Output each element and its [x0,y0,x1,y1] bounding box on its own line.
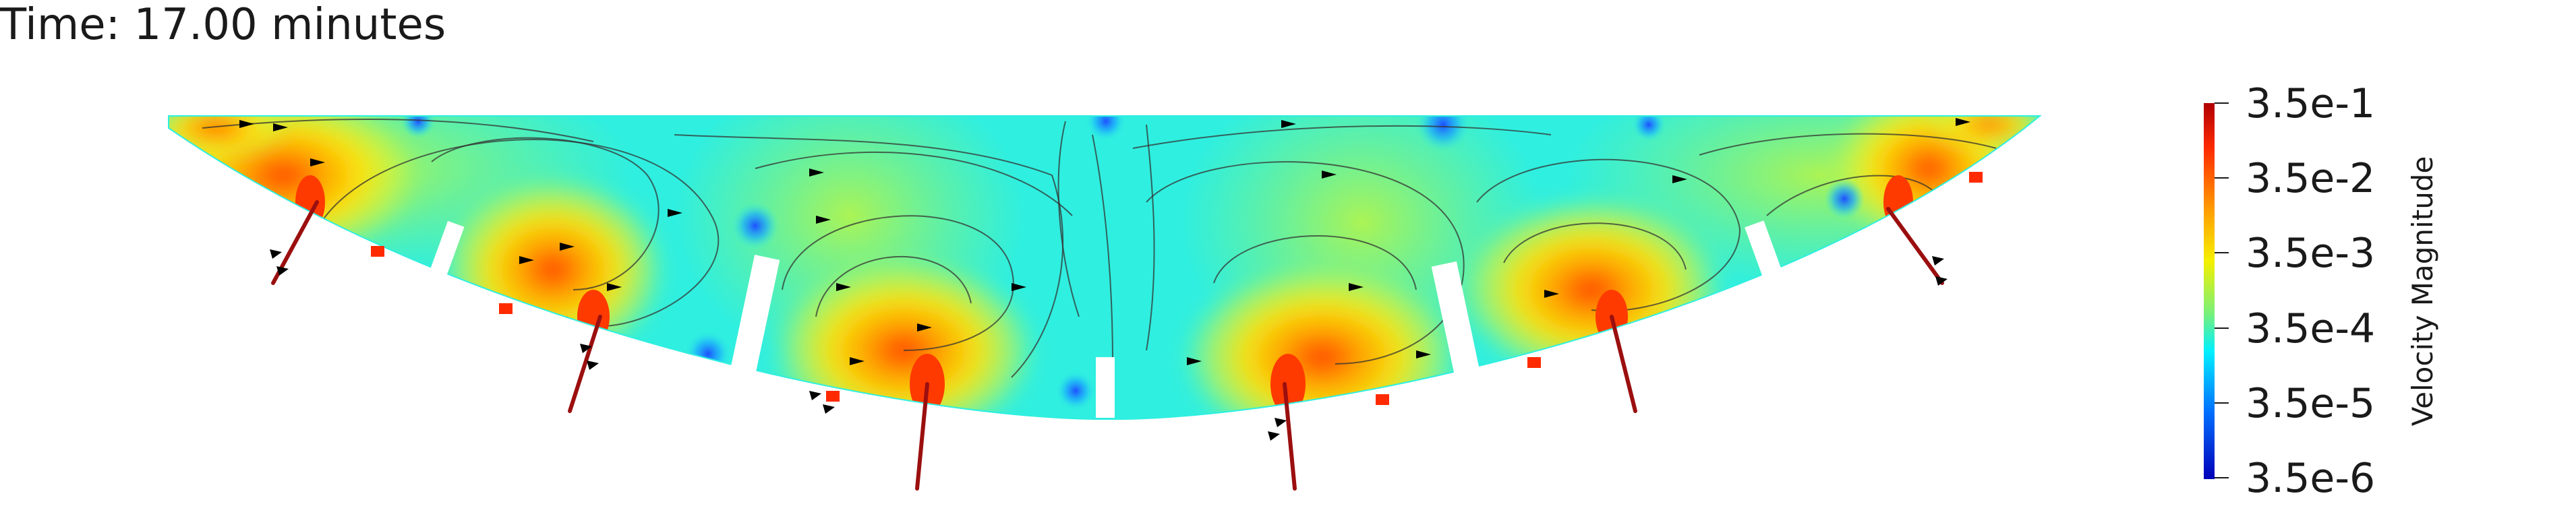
nozzle-tip [1376,394,1389,405]
gap-5 [1745,220,1782,278]
streamline [674,134,1064,378]
flow-arrow [1416,350,1431,358]
flow-arrow [1672,175,1687,183]
colorbar: 3.5e-1 3.5e-2 3.5e-3 3.5e-4 3.5e-5 3.5e-… [2204,80,2439,502]
streamline [1092,134,1113,365]
blue-spot [1055,371,1096,411]
streamline [1766,175,1943,216]
colorbar-tick-4: 3.5e-5 [2246,380,2375,427]
colorbar-tick-3: 3.5e-4 [2246,305,2375,352]
flow-arrow [273,123,288,131]
flow-arrow [560,243,575,251]
flow-arrow [850,357,865,365]
streamline [1146,124,1155,351]
flow-arrow [917,323,932,332]
hot-region-1 [169,116,425,263]
low-velocity-spots [401,116,1865,411]
gap-1 [430,220,465,277]
nozzle [1886,207,1944,285]
jet-core [295,175,325,229]
colorbar-tick-2: 3.5e-3 [2246,230,2375,277]
blue-spot [401,116,435,138]
nozzle-tip [499,303,513,314]
nozzle-tip [371,246,384,257]
flow-arrow [607,283,622,291]
streamline [815,255,972,317]
colorbar-tick-0: 3.5e-1 [2246,80,2375,127]
colorbar-gradient [2204,103,2215,479]
jet-core [1270,354,1306,414]
streamline [1699,133,1997,156]
flow-arrow [1956,118,1970,126]
colorbar-ticks [2215,102,2229,478]
flow-arrow [519,256,534,264]
gaps [430,220,1782,418]
nozzle [915,382,929,491]
blue-spot [1824,179,1865,219]
streamline [1476,158,1741,312]
flow-arrow [836,283,851,291]
colorbar-tick-1: 3.5e-2 [2246,155,2375,202]
streamline [1057,121,1080,317]
colorbar-title: Velocity Magnitude [2406,156,2439,427]
blue-spot [1416,116,1470,152]
flow-arrow [1012,283,1026,291]
flow-arrow [1349,283,1364,291]
nozzle [1283,382,1297,491]
flow-arrow [310,158,325,166]
flow-arrow [816,216,831,224]
blue-spot [1632,116,1666,142]
hot-region-2 [438,175,668,364]
colorbar-tick-5: 3.5e-6 [2246,455,2375,502]
nozzle-markers [270,249,1948,441]
flow-arrow [668,209,682,217]
nozzle-tip [826,391,840,402]
flow-arrow [1187,357,1202,365]
streamlines [202,118,1997,378]
blue-spot [1086,116,1126,142]
streamline [1132,125,1552,149]
streamline [431,137,660,290]
streamline [1146,161,1465,365]
nozzles [271,172,1983,491]
hot-region-top-left [169,116,290,158]
basin-outline [168,115,2042,420]
flow-arrow [239,120,254,128]
gap-4 [1431,261,1481,379]
flow-arrow [1281,120,1296,128]
gap-2 [729,255,780,379]
flow-arrow [1322,170,1337,179]
streamline [1213,235,1417,290]
gap-3 [1096,357,1115,418]
flow-arrow [1544,290,1559,298]
streamline [1503,222,1687,270]
streamline [202,118,594,142]
blue-spot [732,202,779,249]
streamline [316,139,720,327]
time-label: Time: 17.00 minutes [0,0,446,50]
nozzle [568,315,602,413]
nozzle-tip [1969,172,1983,183]
streamline [755,152,1073,216]
flow-arrows [239,118,1991,365]
flow-arrow [809,168,824,177]
hot-region-top-right [1929,116,2040,148]
streamline [782,215,1014,351]
nozzle [1610,315,1637,413]
hot-region-6 [1827,116,2030,249]
nozzle-tip [1527,357,1541,368]
